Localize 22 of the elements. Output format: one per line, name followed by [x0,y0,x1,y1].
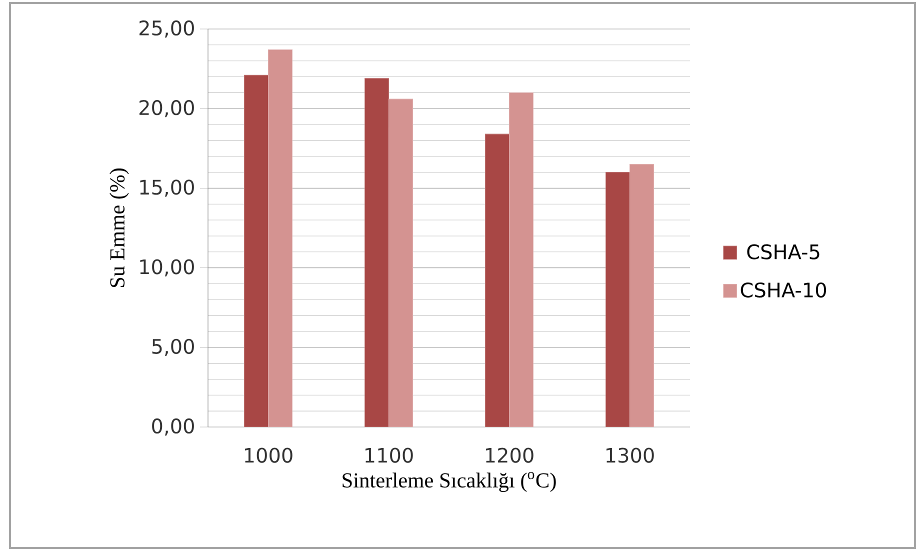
bar [268,49,293,428]
x-tick-label: 1100 [366,448,413,463]
x-tick-label: 1000 [245,448,292,463]
legend-label: CSHA-5 [747,244,820,260]
y-tick-label: 10,00 [140,259,194,276]
bar [508,92,534,428]
bar [364,78,390,428]
x-axis-title: Sinterleme Sıcaklığı ($^{o}$C) [342,472,556,492]
bar [388,98,414,428]
bar [629,164,654,428]
y-axis-title: Su Emme (%) [110,168,129,288]
y-tick-label: 25,00 [140,20,194,38]
x-tick-label: 1300 [606,448,654,463]
y-tick-label: 15,00 [140,180,194,197]
bar [605,172,630,428]
legend-label: CSHA-10 [740,282,826,298]
y-tick-label: 0,00 [152,418,194,436]
bar [244,74,269,428]
y-tick-label: 5,00 [152,338,194,356]
y-tick-label: 20,00 [140,100,194,118]
x-tick-label: 1200 [486,448,534,463]
bar [484,134,510,428]
